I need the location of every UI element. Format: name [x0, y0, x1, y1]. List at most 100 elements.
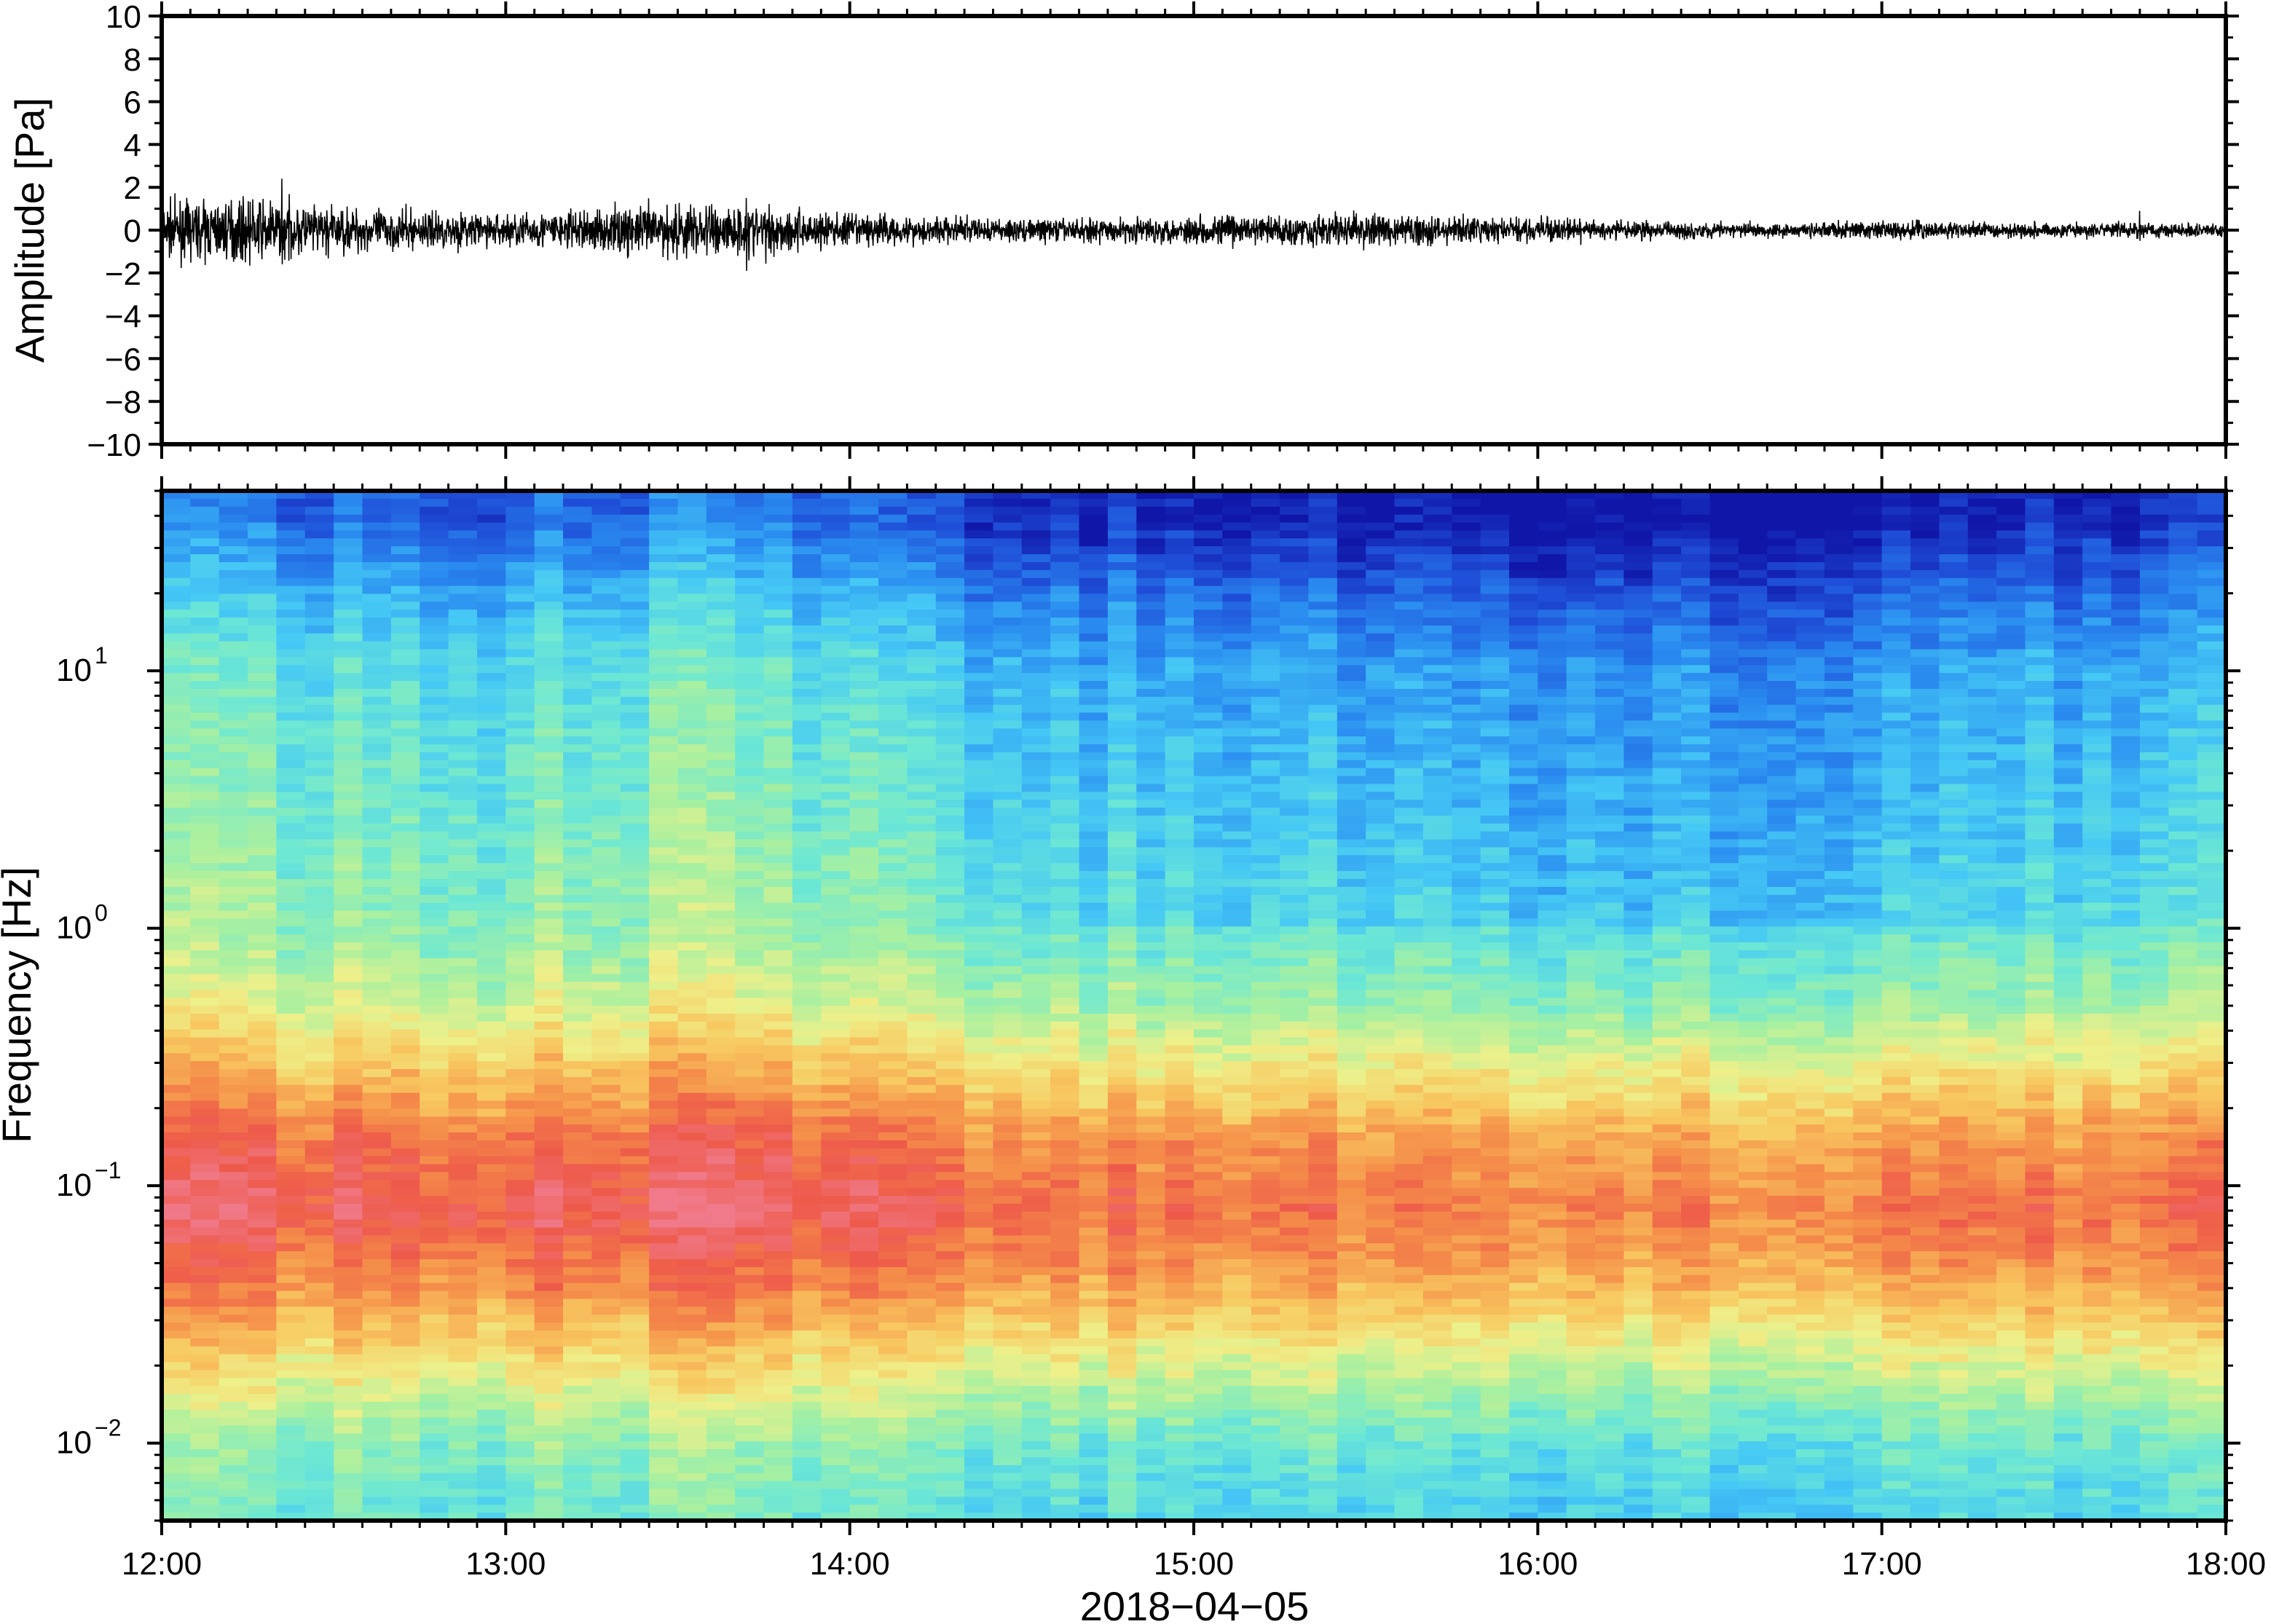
spectrogram-cell — [534, 506, 564, 516]
spectrogram-cell — [162, 974, 192, 983]
spectrogram-cell — [248, 514, 278, 524]
spectrogram-cell — [620, 561, 650, 571]
spectrogram-cell — [1079, 1433, 1109, 1443]
spectrogram-cell — [362, 1362, 392, 1371]
spectrogram-cell — [190, 1465, 220, 1474]
spectrogram-cell — [420, 934, 449, 943]
spectrogram-cell — [190, 1180, 220, 1189]
spectrogram-cell — [763, 625, 793, 634]
spectrogram-cell — [304, 736, 334, 745]
spectrogram-cell — [849, 815, 879, 824]
spectrogram-cell — [878, 1013, 908, 1022]
spectrogram-cell — [420, 878, 449, 888]
spectrogram-cell — [706, 1473, 736, 1482]
spectrogram-cell — [248, 800, 278, 808]
spectrogram-cell — [476, 586, 507, 595]
spectrogram-cell — [448, 998, 478, 1006]
spectrogram-cell — [563, 1505, 593, 1513]
spectrogram-cell — [620, 618, 650, 626]
spectrogram-cell — [563, 1069, 593, 1078]
spectrogram-cell — [849, 942, 879, 951]
spectrogram-cell — [935, 1180, 965, 1189]
spectrogram-cell — [248, 633, 278, 642]
spectrogram-cell — [591, 1314, 621, 1323]
spectrogram-cell — [534, 760, 564, 769]
spectrogram-cell — [1107, 1124, 1138, 1133]
spectrogram-cell — [162, 641, 192, 650]
spectrogram-cell — [706, 688, 736, 698]
spectrogram-cell — [1079, 522, 1109, 532]
spectrogram-cell — [476, 1156, 507, 1165]
spectrogram-cell — [1136, 712, 1166, 722]
spectrogram-cell — [476, 1330, 507, 1339]
spectrogram-cell — [1136, 602, 1166, 610]
spectrogram-cell — [563, 1473, 593, 1482]
spectrogram-cell — [390, 491, 421, 500]
spectrogram-cell — [1050, 998, 1080, 1006]
spectrogram-cell — [1079, 792, 1109, 800]
spectrogram-cell — [1136, 823, 1166, 832]
spectrogram-cell — [1050, 1505, 1080, 1513]
spectrogram-cell — [448, 1211, 478, 1221]
spectrogram-cell — [620, 594, 650, 603]
spectrogram-cell — [304, 1378, 334, 1387]
spectrogram-cell — [476, 546, 507, 555]
spectrogram-cell — [476, 625, 507, 634]
spectrogram-cell — [993, 1401, 1023, 1411]
spectrogram-cell — [907, 847, 937, 856]
spectrogram-cell — [219, 990, 248, 998]
spectrogram-cell — [390, 1140, 421, 1149]
spectrogram-cell — [534, 673, 564, 682]
spectrogram-cell — [162, 847, 192, 856]
spectrogram-cell — [935, 688, 965, 698]
spectrogram-cell — [476, 1386, 507, 1395]
spectrogram-cell — [792, 1108, 822, 1118]
spectrogram-cell — [677, 1148, 707, 1157]
spectrogram-cell — [304, 1457, 334, 1466]
spectrogram-cell — [677, 736, 707, 745]
spectrogram-cell — [649, 1346, 679, 1355]
spectrogram-cell — [334, 522, 363, 532]
spectrogram-cell — [248, 522, 278, 532]
spectrogram-cell — [1136, 1266, 1166, 1276]
spectrogram-cell — [792, 1006, 822, 1014]
spectrogram-cell — [763, 1473, 793, 1482]
spectrogram-cell — [763, 1061, 793, 1070]
spectrogram-cell — [1136, 942, 1166, 951]
spectrogram-cell — [591, 1037, 621, 1046]
spectrogram-cell — [162, 1164, 192, 1173]
spectrogram-cell — [1079, 1203, 1109, 1213]
spectrogram-cell — [1021, 610, 1051, 618]
spectrogram-cell — [1136, 1330, 1166, 1339]
spectrogram-cell — [420, 1497, 449, 1506]
spectrogram-cell — [792, 688, 822, 698]
spectrogram-cell — [735, 673, 765, 682]
spectrogram-cell — [1050, 1393, 1080, 1403]
spectrogram-cell — [677, 1172, 707, 1181]
spectrogram-cell — [849, 1330, 879, 1339]
spectrogram-cell — [390, 871, 421, 880]
spectrogram-cell — [390, 1180, 421, 1189]
spectrogram-cell — [248, 950, 278, 959]
spectrogram-cell — [448, 760, 478, 769]
spectrogram-cell — [821, 839, 851, 848]
spectrogram-cell — [390, 1362, 421, 1371]
spectrogram-cell — [591, 1481, 621, 1490]
spectrogram-cell — [735, 1180, 765, 1189]
spectrogram-cell — [334, 1124, 363, 1133]
spectrogram-cell — [534, 1053, 564, 1062]
spectrogram-cell — [878, 982, 908, 991]
spectrogram-cell — [849, 1227, 879, 1237]
spectrogram-cell — [563, 1100, 593, 1110]
spectrogram-cell — [276, 1156, 306, 1165]
spectrogram-cell — [821, 950, 851, 959]
spectrogram-cell — [420, 1045, 449, 1055]
spectrogram-cell — [162, 1148, 192, 1157]
spectrogram-cell — [1079, 681, 1109, 690]
spectrogram-cell — [792, 1188, 822, 1197]
spectrogram-cell — [420, 1219, 449, 1229]
spectrogram-cell — [304, 974, 334, 983]
spectrogram-cell — [1050, 1006, 1080, 1014]
spectrogram-cell — [763, 878, 793, 888]
spectrogram-cell — [1194, 665, 1224, 674]
